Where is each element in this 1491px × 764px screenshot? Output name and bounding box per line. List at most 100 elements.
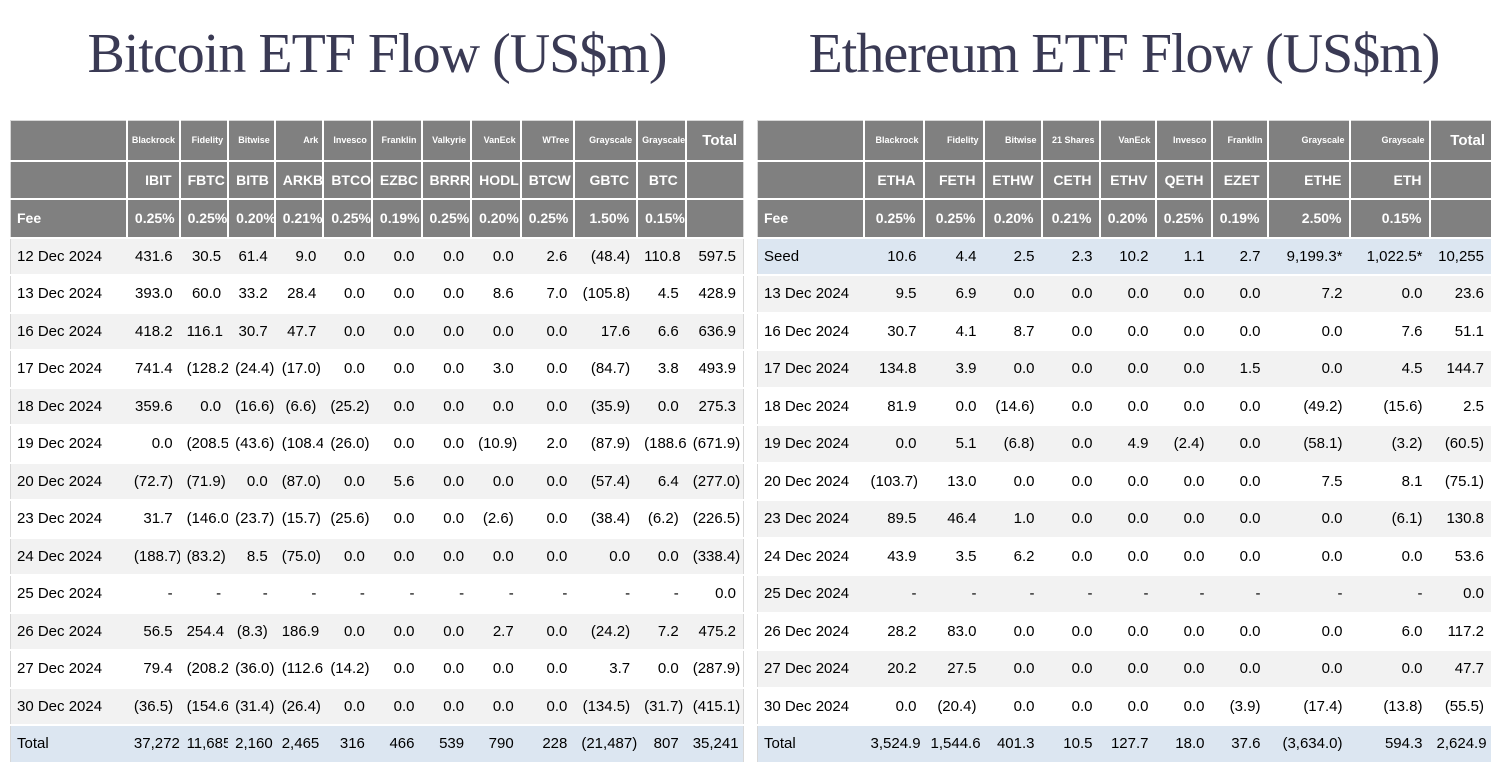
date-cell: 20 Dec 2024 — [758, 463, 864, 501]
row-total-cell: 2.5 — [1430, 388, 1491, 426]
corner-cell — [758, 121, 864, 161]
flow-value-cell: 28.2 — [864, 613, 924, 651]
flow-value-cell: 0.0 — [471, 538, 521, 576]
flow-value-cell: 7.2 — [1268, 275, 1350, 313]
flow-value-cell: 7.6 — [1350, 313, 1430, 351]
flow-value-cell: (31.4) — [228, 688, 275, 726]
flow-value-cell: 13.0 — [924, 463, 984, 501]
institution-header: Franklin — [372, 121, 422, 161]
flow-value-cell: 0.0 — [422, 275, 472, 313]
flow-value-cell: 0.0 — [422, 388, 472, 426]
flow-value-cell: 0.0 — [422, 613, 472, 651]
flow-value-cell: 10.6 — [864, 238, 924, 276]
flow-value-cell: 0.0 — [521, 463, 575, 501]
flow-value-cell: 0.0 — [422, 650, 472, 688]
flow-value-cell: 741.4 — [127, 350, 180, 388]
total-column-spacer — [686, 161, 744, 199]
flow-value-cell: (208.2) — [180, 650, 229, 688]
ticker-header: EZET — [1212, 161, 1268, 199]
date-cell: 23 Dec 2024 — [11, 500, 127, 538]
flow-value-cell: (146.0) — [180, 500, 229, 538]
flow-value-cell: 0.0 — [984, 613, 1042, 651]
flow-value-cell: 9.0 — [275, 238, 324, 276]
row-total-cell: 51.1 — [1430, 313, 1491, 351]
bitcoin-data-row: 23 Dec 202431.7(146.0)(23.7)(15.7)(25.6)… — [11, 500, 744, 538]
flow-value-cell: 0.0 — [1042, 613, 1100, 651]
total-row-label: Total — [758, 725, 864, 763]
institution-header: Grayscale — [637, 121, 686, 161]
flow-value-cell: 89.5 — [864, 500, 924, 538]
flow-value-cell: 81.9 — [864, 388, 924, 426]
total-row-label: Total — [11, 725, 127, 763]
total-column-spacer — [686, 199, 744, 238]
flow-value-cell: 46.4 — [924, 500, 984, 538]
row-total-cell: (55.5) — [1430, 688, 1491, 726]
flow-value-cell: 0.0 — [1212, 275, 1268, 313]
flow-value-cell: 8.1 — [1350, 463, 1430, 501]
date-cell: 23 Dec 2024 — [758, 500, 864, 538]
institution-header: Invesco — [1156, 121, 1212, 161]
flow-value-cell: 3.9 — [924, 350, 984, 388]
flow-value-cell: (23.7) — [228, 500, 275, 538]
ticker-header: QETH — [1156, 161, 1212, 199]
flow-value-cell: (36.5) — [127, 688, 180, 726]
flow-value-cell: 0.0 — [1100, 650, 1156, 688]
date-cell: 25 Dec 2024 — [758, 575, 864, 613]
row-total-cell: (671.9) — [686, 425, 744, 463]
flow-value-cell: 0.0 — [372, 688, 422, 726]
fee-cell: 0.20% — [1100, 199, 1156, 238]
row-total-cell: 117.2 — [1430, 613, 1491, 651]
flow-value-cell: 0.0 — [471, 688, 521, 726]
flow-value-cell: - — [637, 575, 686, 613]
fee-cell: 0.15% — [1350, 199, 1430, 238]
flow-value-cell: (10.9) — [471, 425, 521, 463]
fee-row-label: Fee — [758, 199, 864, 238]
flow-value-cell: 0.0 — [372, 275, 422, 313]
ticker-header: BRRR — [422, 161, 472, 199]
flow-value-cell: 5.6 — [372, 463, 422, 501]
ticker-header: HODL — [471, 161, 521, 199]
flow-value-cell: 17.6 — [574, 313, 637, 351]
institution-header: 21 Shares — [1042, 121, 1100, 161]
row-total-cell: 275.3 — [686, 388, 744, 426]
flow-value-cell: (6.6) — [275, 388, 324, 426]
total-value-cell: 594.3 — [1350, 725, 1430, 763]
institution-header: Bitwise — [984, 121, 1042, 161]
ethereum-data-row: 25 Dec 2024---------0.0 — [758, 575, 1491, 613]
flow-value-cell: 0.0 — [1212, 463, 1268, 501]
total-value-cell: 37.6 — [1212, 725, 1268, 763]
row-total-cell: (338.4) — [686, 538, 744, 576]
flow-value-cell: 418.2 — [127, 313, 180, 351]
flow-value-cell: 0.0 — [521, 313, 575, 351]
flow-value-cell: 0.0 — [1212, 500, 1268, 538]
flow-value-cell: 0.0 — [1212, 613, 1268, 651]
flow-value-cell: 0.0 — [372, 238, 422, 276]
bitcoin-data-row: 17 Dec 2024741.4(128.2)(24.4)(17.0)0.00.… — [11, 350, 744, 388]
total-value-cell: 539 — [422, 725, 472, 763]
flow-value-cell: 4.5 — [637, 275, 686, 313]
flow-value-cell: (38.4) — [574, 500, 637, 538]
flow-value-cell: 0.0 — [323, 538, 372, 576]
flow-value-cell: - — [1100, 575, 1156, 613]
fee-cell: 0.25% — [864, 199, 924, 238]
bitcoin-data-row: 25 Dec 2024-----------0.0 — [11, 575, 744, 613]
ticker-header: FETH — [924, 161, 984, 199]
flow-value-cell: - — [323, 575, 372, 613]
flow-value-cell: (105.8) — [574, 275, 637, 313]
fee-cell: 0.20% — [984, 199, 1042, 238]
flow-value-cell: 0.0 — [984, 688, 1042, 726]
flow-value-cell: 0.0 — [864, 425, 924, 463]
flow-value-cell: 0.0 — [1100, 313, 1156, 351]
flow-value-cell: 7.0 — [521, 275, 575, 313]
total-value-cell: 2,624.9 — [1430, 725, 1491, 763]
flow-value-cell: 0.0 — [1350, 275, 1430, 313]
